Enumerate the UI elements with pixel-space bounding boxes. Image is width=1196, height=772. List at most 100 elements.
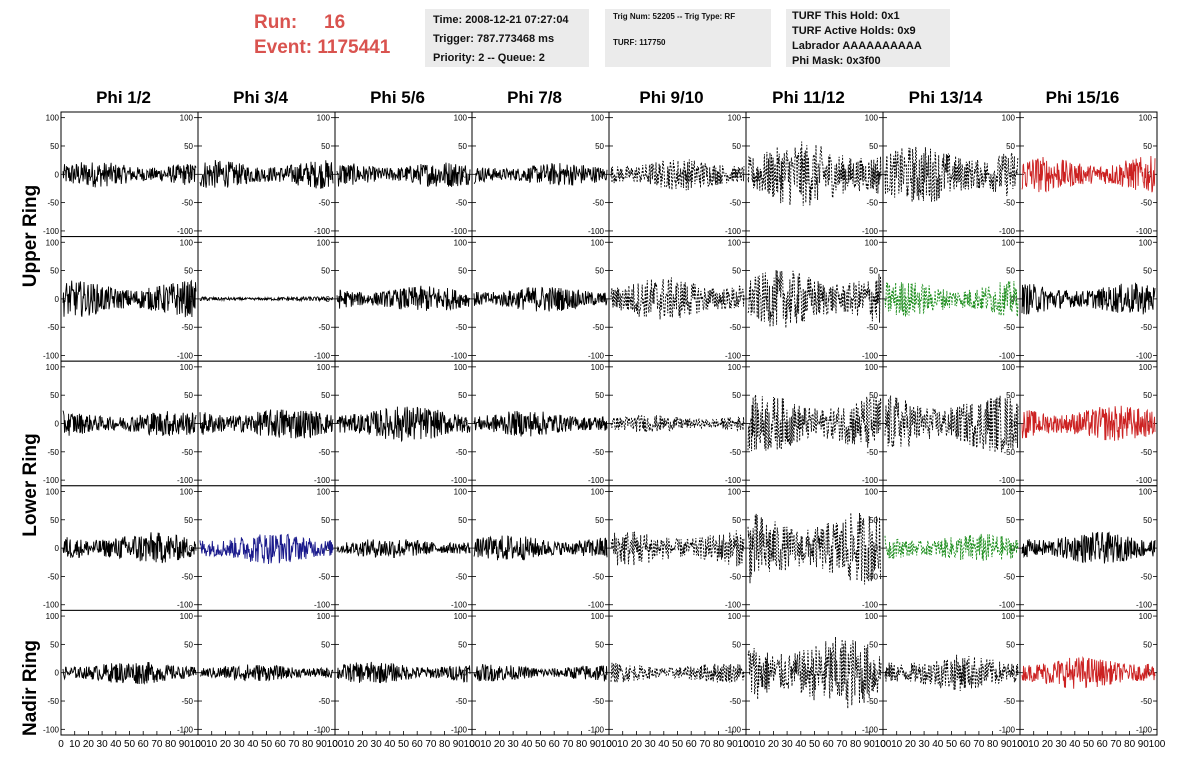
x-tick-label: 50 [809, 739, 821, 750]
waveform-trace [473, 163, 608, 186]
x-tick-label: 0 [606, 739, 612, 750]
x-tick-label: 50 [398, 739, 410, 750]
x-tick-label: 40 [795, 739, 807, 750]
y-tick-label: -100 [725, 352, 742, 361]
y-tick-label: -100 [177, 725, 194, 734]
waveform-trace [336, 406, 471, 443]
y-tick-label: 0 [326, 669, 331, 678]
x-tick-label: 70 [562, 739, 574, 750]
waveform-trace [610, 159, 745, 191]
y-tick-label: -50 [729, 199, 741, 208]
turf-hold-text: TURF This Hold: 0x1 [792, 10, 900, 22]
waveform-trace [336, 539, 471, 559]
time-text: Time: 2008-12-21 07:27:04 [433, 14, 569, 26]
x-tick-label: 50 [672, 739, 684, 750]
y-tick-label: -50 [729, 323, 741, 332]
y-tick-label: 50 [321, 640, 330, 649]
y-tick-label: -100 [314, 227, 331, 236]
y-tick-label: 0 [737, 544, 742, 553]
event-value: 1175441 [317, 37, 391, 58]
x-tick-label: 30 [371, 739, 383, 750]
waveform-trace [610, 662, 745, 683]
waveform-trace [336, 162, 471, 188]
waveform-trace [1021, 405, 1156, 441]
waveform-trace [1021, 531, 1156, 564]
y-tick-label: -50 [47, 199, 59, 208]
y-tick-label: 50 [595, 516, 604, 525]
event-label: Event: [254, 37, 313, 58]
waveform-trace [62, 410, 197, 437]
y-tick-label: -100 [314, 476, 331, 485]
turf-info-box: TURF This Hold: 0x1 TURF Active Holds: 0… [786, 9, 950, 67]
waveform-trace [747, 394, 882, 452]
y-tick-label: 50 [869, 391, 878, 400]
y-tick-label: 100 [317, 363, 331, 372]
x-tick-label: 20 [357, 739, 369, 750]
y-tick-label: -100 [1136, 725, 1153, 734]
x-tick-label: 50 [124, 739, 136, 750]
waveform-trace [199, 295, 334, 303]
x-tick-label: 60 [138, 739, 150, 750]
y-tick-label: -50 [181, 199, 193, 208]
x-tick-label: 20 [220, 739, 232, 750]
waveform-trace [62, 279, 197, 318]
x-tick-label: 100 [464, 739, 481, 750]
y-tick-label: -50 [181, 572, 193, 581]
y-tick-label: -50 [592, 199, 604, 208]
y-tick-label: 100 [454, 487, 468, 496]
y-tick-label: 50 [732, 142, 741, 151]
priority-text: Priority: 2 -- Queue: 2 [433, 52, 545, 64]
x-tick-label: 90 [453, 739, 465, 750]
y-tick-label: -100 [588, 725, 605, 734]
y-tick-label: 0 [55, 669, 60, 678]
x-tick-label: 20 [631, 739, 643, 750]
y-tick-label: -100 [862, 601, 879, 610]
x-tick-label: 100 [601, 739, 618, 750]
y-tick-label: 0 [874, 544, 879, 553]
x-tick-label: 40 [110, 739, 122, 750]
y-tick-label: 100 [1002, 363, 1016, 372]
column-header: Phi 13/14 [908, 88, 983, 107]
y-tick-label: 50 [184, 142, 193, 151]
y-tick-label: -50 [866, 448, 878, 457]
y-tick-label: 0 [463, 170, 468, 179]
y-tick-label: 50 [595, 267, 604, 276]
waveform-trace [473, 410, 608, 437]
x-tick-label: 60 [412, 739, 424, 750]
y-tick-label: 50 [1143, 391, 1152, 400]
y-tick-label: 100 [591, 612, 605, 621]
y-tick-label: 50 [1006, 267, 1015, 276]
waveform-trace [199, 159, 334, 189]
x-tick-label: 30 [1056, 739, 1068, 750]
y-tick-label: 50 [732, 267, 741, 276]
x-tick-label: 30 [508, 739, 520, 750]
x-tick-label: 10 [206, 739, 218, 750]
y-tick-label: 50 [732, 640, 741, 649]
y-tick-label: 100 [317, 487, 331, 496]
y-tick-label: -50 [455, 448, 467, 457]
y-tick-label: 100 [180, 487, 194, 496]
x-tick-label: 20 [83, 739, 95, 750]
x-tick-label: 40 [658, 739, 670, 750]
x-tick-label: 80 [987, 739, 999, 750]
x-tick-label: 30 [782, 739, 794, 750]
panel-frame [745, 236, 884, 362]
y-tick-label: 50 [869, 516, 878, 525]
y-tick-label: 100 [180, 238, 194, 247]
waveform-trace [473, 286, 608, 312]
x-tick-label: 40 [247, 739, 259, 750]
y-tick-label: 100 [317, 238, 331, 247]
y-tick-label: -50 [455, 697, 467, 706]
y-tick-label: -100 [1136, 476, 1153, 485]
y-tick-label: 100 [1002, 487, 1016, 496]
y-tick-label: 100 [865, 114, 879, 123]
x-tick-label: 30 [919, 739, 931, 750]
y-tick-label: 100 [728, 363, 742, 372]
y-tick-label: 100 [728, 487, 742, 496]
x-tick-label: 100 [738, 739, 755, 750]
x-tick-label: 70 [288, 739, 300, 750]
x-tick-label: 30 [97, 739, 109, 750]
y-tick-label: 100 [454, 363, 468, 372]
y-tick-label: -50 [318, 448, 330, 457]
y-tick-label: -100 [588, 352, 605, 361]
